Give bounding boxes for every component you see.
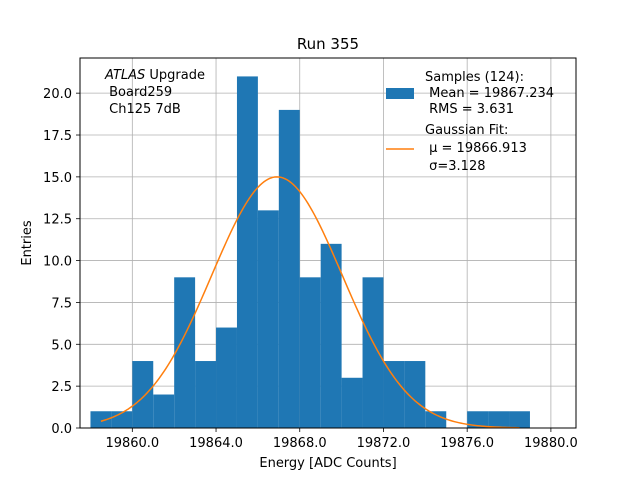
- histogram-bar: [467, 411, 489, 428]
- y-axis-ticks: 0.0 2.5 5.0 7.5 10.0 12.5 15.0 17.5 20.0: [43, 87, 80, 437]
- legend-fit-title: Gaussian Fit:: [425, 123, 508, 138]
- histogram-bar: [320, 243, 342, 428]
- y-tick-label: 7.5: [51, 296, 72, 311]
- histogram-bar: [195, 361, 217, 428]
- gaussian-fit-curve: [100, 176, 520, 429]
- histogram-bar: [383, 361, 405, 428]
- legend-fit-mu: μ = 19866.913: [425, 141, 527, 156]
- legend-fit-sigma: σ=3.128: [425, 159, 485, 174]
- x-tick-label: 19872.0: [357, 436, 411, 451]
- histogram-bar: [341, 377, 363, 428]
- annotation-channel: Ch125 7dB: [105, 102, 181, 117]
- y-tick-label: 12.5: [43, 213, 72, 228]
- x-tick-label: 19868.0: [273, 436, 327, 451]
- legend: Samples (124): Mean = 19867.234 RMS = 3.…: [386, 70, 554, 174]
- y-tick-label: 20.0: [43, 87, 72, 102]
- histogram-bar: [174, 277, 196, 428]
- x-tick-label: 19864.0: [189, 436, 243, 451]
- histogram-bar: [278, 109, 300, 428]
- y-tick-label: 17.5: [43, 129, 72, 144]
- plot-frame: [79, 57, 577, 429]
- histogram-bar: [153, 394, 175, 428]
- x-tick-label: 19860.0: [105, 436, 159, 451]
- histogram-bar: [257, 210, 279, 428]
- y-tick-label: 5.0: [51, 338, 72, 353]
- x-axis-ticks: 19860.0 19864.0 19868.0 19872.0 19876.0 19880…: [105, 428, 578, 451]
- legend-samples-swatch: [386, 88, 414, 99]
- annotation-block: ATLAS Upgrade Board259 Ch125 7dB: [104, 68, 205, 117]
- histogram-bar: [488, 411, 510, 428]
- annotation-line-1: ATLAS Upgrade: [104, 68, 205, 83]
- y-tick-label: 2.5: [51, 380, 72, 395]
- x-axis-label: Energy [ADC Counts]: [259, 456, 396, 471]
- histogram-bar: [509, 411, 530, 428]
- histogram-bar: [111, 411, 133, 428]
- annotation-board: Board259: [105, 85, 172, 100]
- y-tick-label: 15.0: [43, 171, 72, 186]
- y-axis-label: Entries: [20, 220, 35, 266]
- legend-samples-mean: Mean = 19867.234: [425, 86, 554, 101]
- x-tick-label: 19880.0: [524, 436, 578, 451]
- histogram-bar: [299, 277, 321, 428]
- histogram-bar: [132, 361, 154, 428]
- legend-samples-rms: RMS = 3.631: [425, 102, 514, 117]
- y-tick-label: 10.0: [43, 255, 72, 270]
- annotation-upgrade: Upgrade: [145, 68, 205, 83]
- histogram-bar: [90, 411, 112, 428]
- legend-samples-title: Samples (124):: [425, 70, 524, 85]
- histogram-bar: [362, 277, 384, 428]
- histogram-bar: [236, 76, 258, 428]
- chart-title: Run 355: [297, 35, 359, 53]
- y-tick-label: 0.0: [51, 422, 72, 437]
- histogram-bar: [216, 327, 237, 428]
- annotation-atlas: ATLAS: [104, 68, 145, 83]
- histogram-bars: [90, 76, 530, 428]
- histogram-bar: [425, 411, 447, 428]
- x-tick-label: 19876.0: [440, 436, 494, 451]
- histogram-bar: [404, 361, 426, 428]
